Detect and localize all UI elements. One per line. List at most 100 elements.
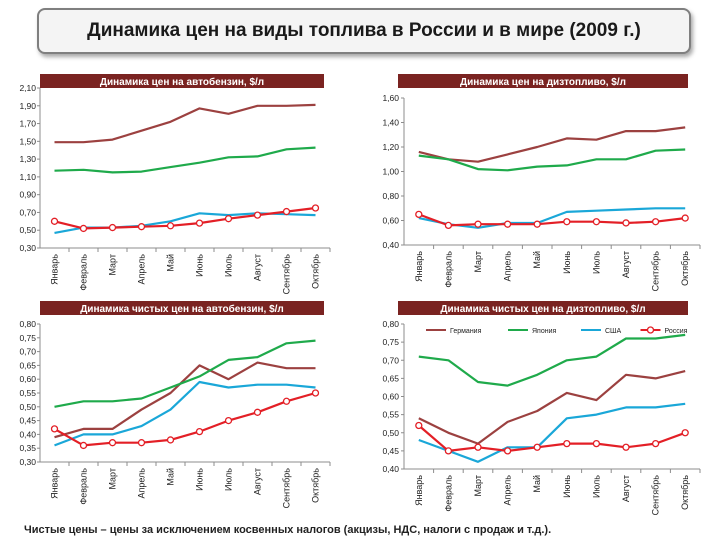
x-tick-label: Июль [224,254,234,277]
x-tick-label: Сентябрь [282,254,292,295]
data-point [79,224,88,233]
x-tick-label: Август [253,468,263,495]
x-tick-label: Январь [50,468,60,499]
data-point [108,439,117,447]
x-tick-label: Апрель [137,468,147,499]
data-point [195,427,204,436]
data-point [311,204,320,212]
series-line-Россия [418,424,686,452]
x-tick-label: Август [621,251,631,278]
chart-title: Динамика цен на автобензин, $/л [100,76,264,88]
data-point [50,425,59,433]
y-tick-label: 0,60 [382,216,399,226]
series-line-Япония [418,333,686,387]
x-tick-label: Июль [591,475,601,498]
y-tick-label: 0,90 [19,190,36,200]
series-line-Россия [418,213,686,227]
data-point [533,443,541,451]
x-tick-label: Январь [414,251,424,282]
y-tick-label: 0,30 [19,243,36,253]
data-point [592,439,601,448]
chart-1: Динамика цен на автобензин, $/л 0,30 0,50 0… [19,74,331,295]
x-tick-label: Февраль [79,468,89,505]
y-tick-label: 1,30 [19,154,36,164]
slide-title: Динамика цен на виды топлива в России и … [87,20,641,41]
data-point [253,211,262,219]
series-line-США [418,402,686,463]
y-tick-label: 0,70 [19,207,36,217]
x-tick-label: Май [166,254,176,272]
x-tick-label: Апрель [503,475,513,506]
data-point [253,408,262,416]
chart-title-banner [40,74,324,88]
data-point [79,441,88,450]
slide-title-box: Динамика цен на виды топлива в России и … [37,8,691,54]
x-tick-label: Июнь [195,468,205,491]
x-tick-label: Апрель [503,251,513,282]
data-point [195,219,204,227]
y-tick-label: 0,75 [382,337,399,347]
y-tick-label: 0,80 [382,319,399,329]
data-point [533,220,541,228]
data-point [563,218,571,226]
x-tick-label: Июнь [562,475,572,498]
x-tick-label: Июль [591,251,601,274]
y-tick-label: 1,90 [19,101,36,111]
x-tick-label: Март [473,475,483,497]
y-tick-label: 2,10 [19,83,36,93]
chart-title-banner [398,74,688,88]
y-tick-label: 0,55 [382,410,399,420]
x-tick-label: Октябрь [680,475,690,510]
y-tick-label: 1,70 [19,119,36,129]
chart-title: Динамика чистых цен на автобензин, $/л [80,303,284,315]
footnote: Чистые цены – цены за исключением косвен… [24,524,552,536]
y-tick-label: 1,00 [382,167,399,177]
x-tick-label: Март [108,254,118,276]
chart-title-banner [40,301,324,315]
y-tick-label: 0,40 [382,240,399,250]
series-line-Россия [53,391,316,447]
data-point [50,217,59,225]
data-point [444,447,453,455]
series-line-Германия [418,126,686,163]
y-tick-label: 0,60 [19,374,36,384]
x-tick-label: Июнь [562,251,572,274]
y-tick-label: 0,55 [19,388,36,398]
y-tick-label: 0,50 [19,225,36,235]
data-point [415,210,423,219]
data-point [592,218,601,226]
series-line-США [418,207,686,229]
y-tick-label: 0,50 [19,402,36,412]
data-point [108,223,117,232]
y-tick-label: 0,80 [382,191,399,201]
data-point [166,436,175,444]
y-tick-label: 0,75 [19,333,36,343]
series-line-США [54,380,316,447]
x-tick-label: Сентябрь [282,468,292,509]
data-point [503,447,512,455]
series-line-Япония [54,339,316,408]
y-tick-label: 0,40 [382,464,399,474]
y-tick-label: 0,50 [382,428,399,438]
data-point [166,222,175,230]
y-tick-label: 0,30 [19,457,36,467]
x-tick-label: Февраль [443,251,453,288]
charts-area: Динамика цен на автобензин, $/л 0,30 0,50 0… [19,74,701,516]
data-point [137,439,146,447]
chart-title: Динамика цен на дизтопливо, $/л [460,77,626,88]
data-point [563,439,571,448]
x-tick-label: Август [621,475,631,502]
y-tick-label: 1,20 [382,142,399,152]
x-tick-label: Август [253,254,263,281]
x-tick-label: Февраль [443,475,453,512]
y-tick-label: 0,70 [19,347,36,357]
y-tick-label: 0,80 [19,319,36,329]
y-tick-label: 1,60 [382,93,399,103]
x-tick-label: Сентябрь [651,475,661,516]
x-tick-label: Октябрь [311,254,321,289]
data-point [651,439,660,448]
data-point [224,416,233,425]
x-tick-label: Январь [50,254,60,285]
series-line-США [54,212,316,234]
legend-label: США [605,328,621,335]
